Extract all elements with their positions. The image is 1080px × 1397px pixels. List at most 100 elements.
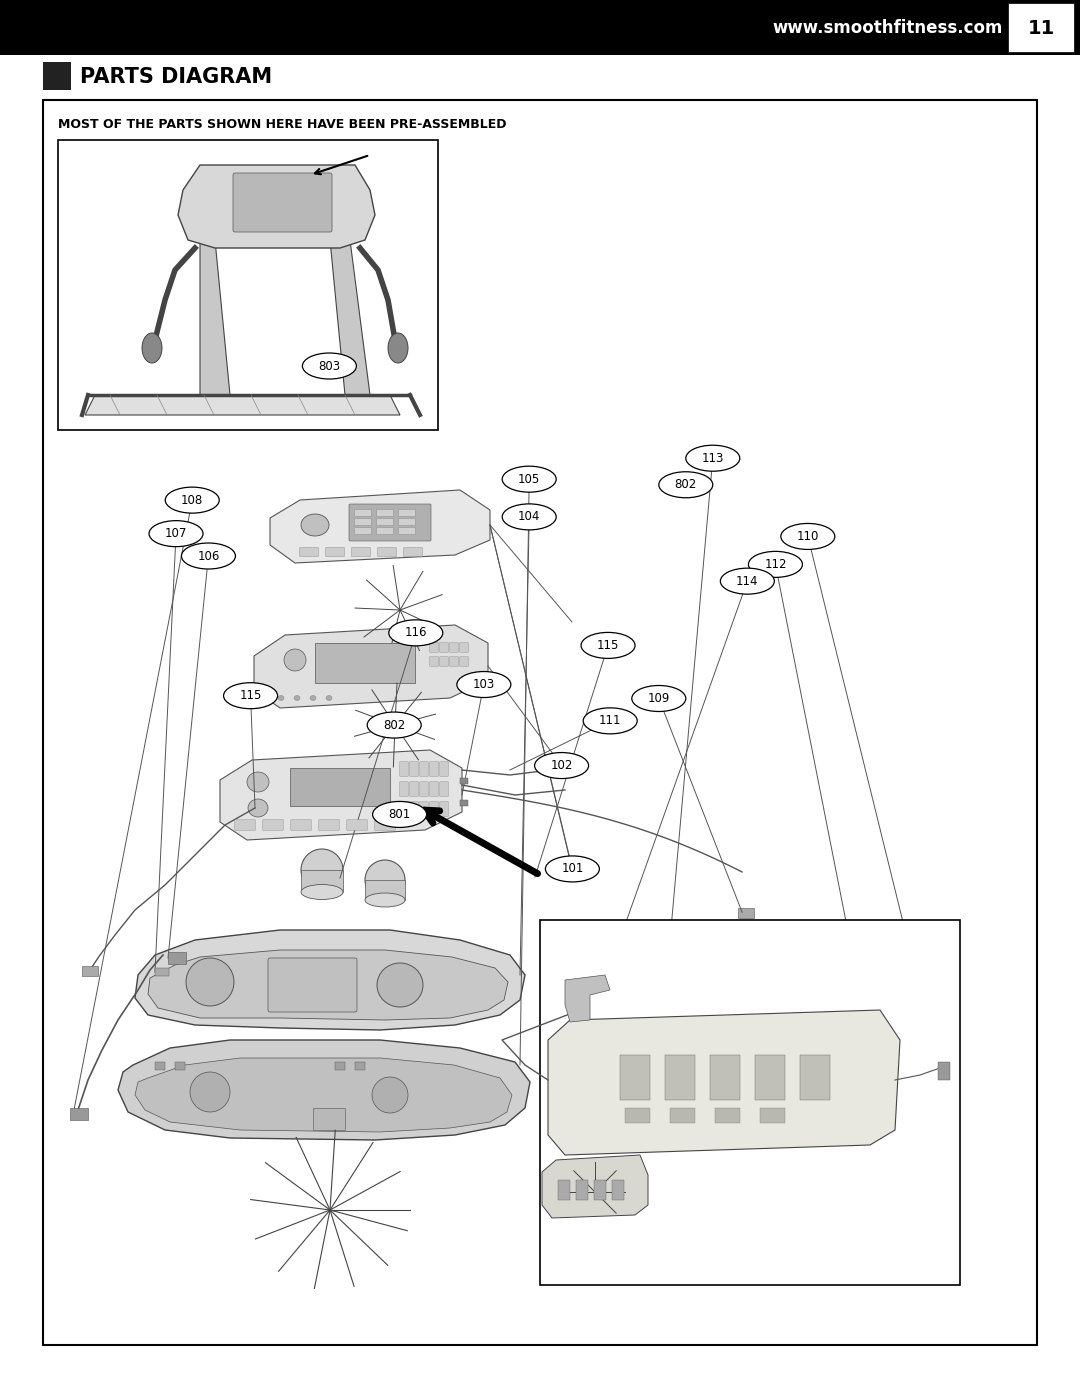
FancyBboxPatch shape [365, 880, 405, 900]
Text: www.smoothfitness.com: www.smoothfitness.com [772, 20, 1003, 36]
FancyBboxPatch shape [612, 1180, 624, 1200]
Polygon shape [178, 165, 375, 249]
Polygon shape [565, 975, 610, 1023]
FancyBboxPatch shape [409, 761, 418, 777]
FancyBboxPatch shape [156, 1062, 165, 1070]
Ellipse shape [457, 672, 511, 697]
FancyBboxPatch shape [268, 958, 357, 1011]
FancyBboxPatch shape [670, 1108, 696, 1123]
FancyBboxPatch shape [0, 0, 1080, 54]
FancyBboxPatch shape [430, 802, 438, 816]
Ellipse shape [373, 802, 427, 827]
Ellipse shape [720, 569, 774, 594]
FancyBboxPatch shape [291, 820, 311, 830]
FancyBboxPatch shape [460, 657, 469, 666]
Ellipse shape [310, 696, 316, 700]
Ellipse shape [502, 467, 556, 492]
Polygon shape [135, 930, 525, 1030]
FancyBboxPatch shape [620, 1055, 650, 1099]
Text: 113: 113 [702, 451, 724, 465]
FancyBboxPatch shape [301, 870, 343, 893]
Ellipse shape [301, 514, 329, 536]
FancyBboxPatch shape [377, 510, 393, 517]
Polygon shape [200, 240, 230, 395]
FancyBboxPatch shape [313, 1108, 345, 1130]
FancyBboxPatch shape [440, 643, 448, 652]
Ellipse shape [284, 650, 306, 671]
Text: 107: 107 [165, 527, 187, 541]
Ellipse shape [632, 686, 686, 711]
FancyBboxPatch shape [755, 1055, 785, 1099]
Ellipse shape [545, 856, 599, 882]
Polygon shape [135, 1058, 512, 1132]
FancyBboxPatch shape [354, 518, 372, 525]
Text: 105: 105 [518, 472, 540, 486]
Polygon shape [118, 1039, 530, 1140]
Polygon shape [548, 1010, 900, 1155]
FancyBboxPatch shape [430, 761, 438, 777]
Text: 110: 110 [797, 529, 819, 543]
Text: 11: 11 [1027, 18, 1055, 38]
Text: 112: 112 [765, 557, 786, 571]
FancyBboxPatch shape [43, 61, 71, 89]
FancyBboxPatch shape [594, 1180, 606, 1200]
Ellipse shape [388, 332, 408, 363]
FancyBboxPatch shape [558, 1180, 570, 1200]
FancyBboxPatch shape [262, 820, 283, 830]
Circle shape [190, 1071, 230, 1112]
Ellipse shape [247, 773, 269, 792]
Polygon shape [254, 624, 488, 708]
FancyBboxPatch shape [409, 802, 418, 816]
FancyBboxPatch shape [460, 778, 468, 784]
FancyBboxPatch shape [335, 1062, 345, 1070]
FancyBboxPatch shape [449, 643, 458, 652]
FancyBboxPatch shape [399, 528, 416, 535]
Ellipse shape [502, 504, 556, 529]
FancyBboxPatch shape [175, 1062, 185, 1070]
Polygon shape [220, 750, 462, 840]
FancyBboxPatch shape [400, 761, 408, 777]
FancyBboxPatch shape [420, 802, 429, 816]
Polygon shape [148, 950, 508, 1020]
Text: 109: 109 [648, 692, 670, 705]
Text: 115: 115 [597, 638, 619, 652]
Ellipse shape [302, 353, 356, 379]
FancyBboxPatch shape [625, 1108, 650, 1123]
Ellipse shape [365, 861, 405, 900]
Text: 108: 108 [181, 493, 203, 507]
FancyBboxPatch shape [760, 1108, 785, 1123]
FancyBboxPatch shape [939, 1062, 950, 1080]
FancyBboxPatch shape [377, 518, 393, 525]
Text: 114: 114 [737, 574, 758, 588]
FancyBboxPatch shape [1008, 3, 1074, 52]
FancyBboxPatch shape [430, 657, 438, 666]
Ellipse shape [278, 696, 284, 700]
Text: MOST OF THE PARTS SHOWN HERE HAVE BEEN PRE-ASSEMBLED: MOST OF THE PARTS SHOWN HERE HAVE BEEN P… [58, 119, 507, 131]
FancyBboxPatch shape [351, 548, 370, 556]
FancyBboxPatch shape [378, 548, 396, 556]
FancyBboxPatch shape [354, 510, 372, 517]
FancyBboxPatch shape [400, 802, 408, 816]
Text: 111: 111 [599, 714, 621, 728]
Ellipse shape [248, 799, 268, 817]
Ellipse shape [389, 620, 443, 645]
Text: 802: 802 [675, 478, 697, 492]
FancyBboxPatch shape [430, 782, 438, 796]
Text: 116: 116 [405, 626, 427, 640]
Circle shape [372, 1077, 408, 1113]
Ellipse shape [686, 446, 740, 471]
FancyBboxPatch shape [710, 1055, 740, 1099]
FancyBboxPatch shape [233, 173, 332, 232]
FancyBboxPatch shape [409, 782, 418, 796]
Ellipse shape [748, 552, 802, 577]
FancyBboxPatch shape [82, 965, 98, 977]
Ellipse shape [149, 521, 203, 546]
Ellipse shape [659, 472, 713, 497]
Ellipse shape [535, 753, 589, 778]
FancyBboxPatch shape [420, 782, 429, 796]
FancyBboxPatch shape [440, 782, 448, 796]
FancyBboxPatch shape [440, 657, 448, 666]
Ellipse shape [377, 963, 423, 1007]
Ellipse shape [224, 683, 278, 708]
FancyBboxPatch shape [325, 548, 345, 556]
